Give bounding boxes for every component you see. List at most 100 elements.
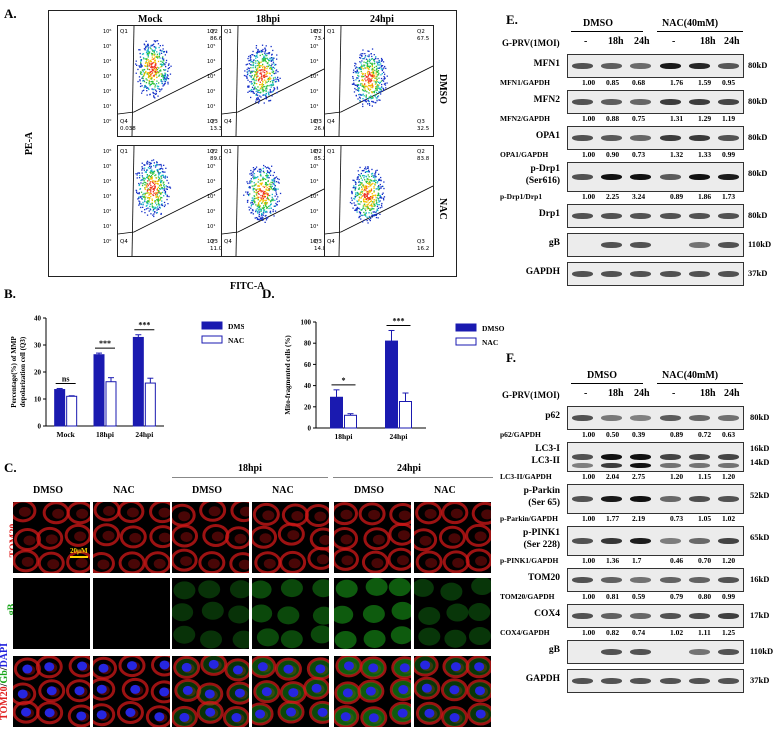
ratio-value: 0.90 [606,150,620,159]
ratio-value: 0.59 [632,592,646,601]
bar-dmso [54,389,66,427]
scale-bar [70,556,88,558]
band [630,454,652,460]
q1-label: Q1 [224,149,232,155]
band [601,496,623,502]
band [688,649,710,655]
band [630,496,652,502]
flow-axis-tick: 10² [207,89,216,95]
kd-label: 17kD [750,610,770,620]
band [659,454,681,460]
kd-label: 80kD [748,96,768,106]
micro-image [172,502,249,573]
ratio-value: 0.99 [722,150,736,159]
bar-nac [399,401,412,429]
lane-label: 24h [724,388,740,399]
band [630,213,652,219]
y-axis-label: Mito-fragmented cells (%) [284,335,292,415]
band [630,613,652,619]
bar-nac [66,395,78,427]
ratio-value: 0.95 [722,78,736,87]
band [601,577,623,583]
q1-label: Q1 [120,149,128,155]
band [572,577,594,583]
band [717,99,739,105]
q3-value: 32.5 [417,126,430,132]
ratio-value: 1.02 [670,628,684,637]
micro-column-header: DMSO [354,485,384,496]
band [601,213,623,219]
scale-bar-label: 20μM [70,547,88,555]
band [601,135,623,141]
legend-swatch [201,321,223,330]
band [601,538,623,544]
micro-image [172,656,249,727]
q4-value: 0.038 [120,126,136,132]
lane-label: 18h [608,36,624,47]
band [659,174,681,180]
q4-label: Q4 [120,119,128,125]
ratio-value: 1.76 [670,78,684,87]
category-label: 24hpi [390,432,408,441]
ratio-value: 0.63 [722,430,736,439]
protein-label: p-PINK1 [523,528,560,538]
micro-image [414,502,491,573]
ratio-value: 1.00 [582,192,596,201]
band [688,577,710,583]
micro-image [334,656,411,727]
ratio-value: 1.77 [606,514,620,523]
legend-swatch [201,335,223,344]
q3-label: Q3 [314,239,322,245]
kd-label: 80kD [748,210,768,220]
band [688,99,710,105]
ratio-value: 0.85 [606,78,620,87]
ratio-value: 1.02 [722,514,736,523]
significance-mark: *** [393,316,405,325]
q1-label: Q1 [327,149,335,155]
ratio-value: 0.81 [606,592,620,601]
blot-gb [567,640,744,664]
ratio-value: 1.00 [582,114,596,123]
band [688,63,710,69]
q2-value: 67.5 [417,36,430,42]
kd-label: 110kD [750,646,774,656]
band [630,271,652,277]
ratio-value: 0.68 [632,78,646,87]
ratio-label: p-Drp1/Drp1 [500,192,543,201]
flow-axis-tick: 10⁵ [103,164,112,170]
chart-d: 0 20 40 60 80 100 Mito-fragmented cells (%) 18h… [284,316,505,441]
kd-label: 80kD [750,412,770,422]
band [630,649,652,655]
ratio-value: 1.86 [698,192,712,201]
flow-axis-tick: 10¹ [207,104,216,110]
ratio-value: 0.74 [632,628,646,637]
band [572,463,594,468]
q3-value: 11.0 [210,246,223,252]
band [572,213,594,219]
q3-value: 13.3 [210,126,223,132]
ratio-value: 2.19 [632,514,646,523]
blot-group-line [657,383,743,384]
flow-axis-tick: 10⁴ [310,179,319,185]
protein-label: Drp1 [538,209,560,219]
band [601,242,623,248]
significance-mark: * [342,376,346,385]
flow-row-divider [433,140,434,142]
ytick-label: 20 [304,403,312,411]
flow-plot: Q1 Q2 73.4 Q4 Q3 26.6 [221,25,331,137]
flow-axis-tick: 10³ [310,194,319,200]
ratio-value: 0.79 [670,592,684,601]
panel-d-letter: D. [262,286,275,301]
ytick-label: 80 [304,340,312,348]
flow-axis-tick: 10⁰ [103,119,112,125]
q2-value: 86.6 [210,36,223,42]
band [688,678,710,684]
q3-value: 14.8 [314,246,327,252]
panel-b-letter: B. [4,286,16,301]
band [688,174,710,180]
band [630,678,652,684]
micro-image [13,656,90,727]
q3-label: Q3 [417,119,425,125]
band [688,463,710,468]
significance-mark: *** [138,321,150,330]
